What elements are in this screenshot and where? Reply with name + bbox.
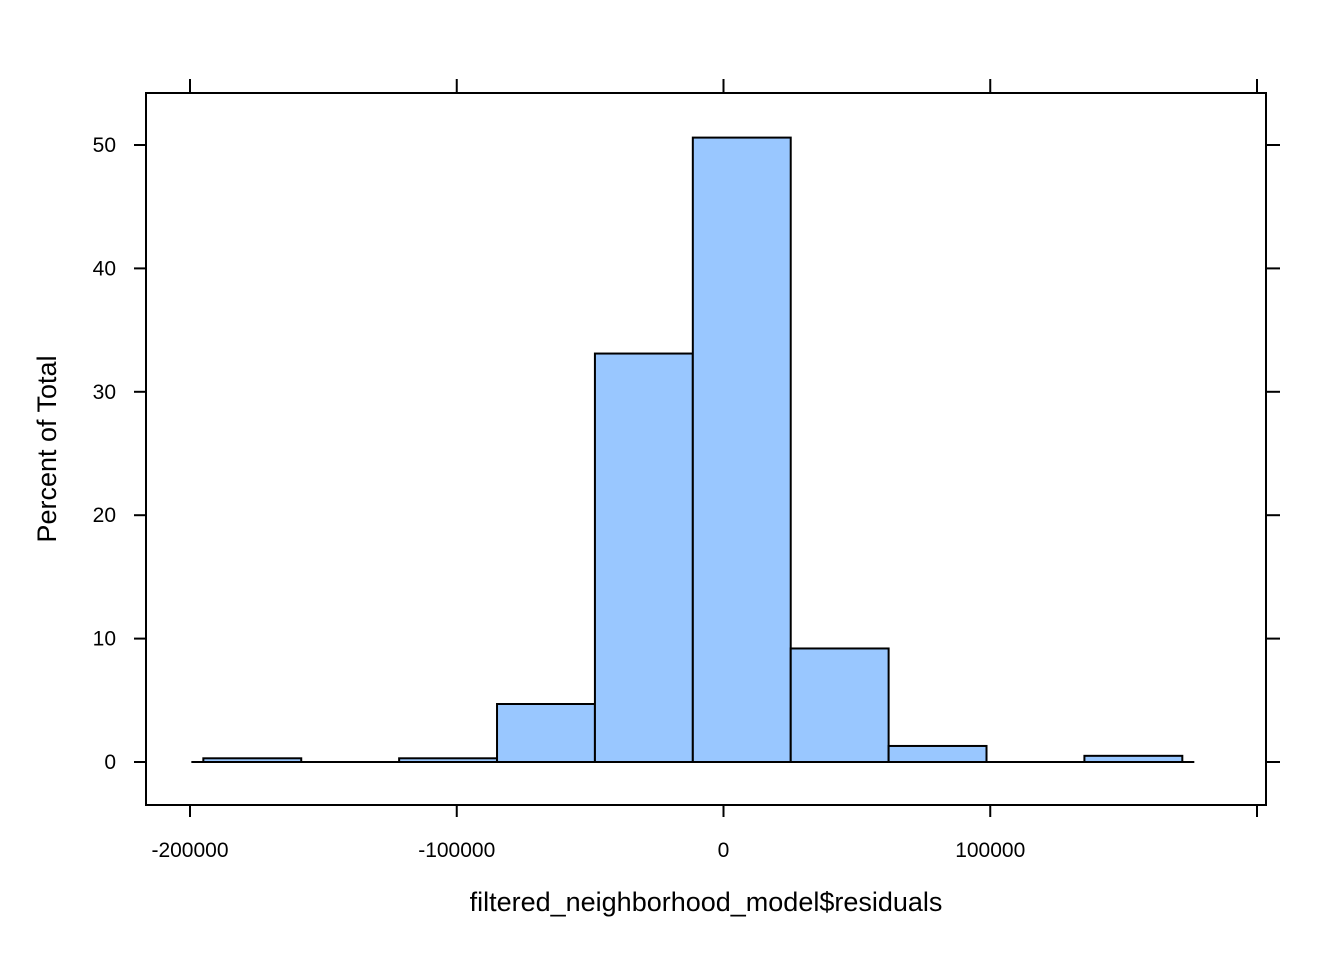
y-tick-label: 50 [93,134,116,157]
y-tick-label: 10 [93,628,116,651]
x-tick-label: -200000 [151,839,228,862]
y-tick-label: 0 [104,751,116,774]
x-tick-label: -100000 [418,839,495,862]
histogram-bar [593,352,694,763]
y-axis-label: Percent of Total [32,355,62,542]
histogram-bar [691,136,792,763]
y-tick-label: 20 [93,504,116,527]
y-axis-ticks: 0 10 20 30 40 50 [93,134,1280,774]
histogram-bar [496,703,596,764]
x-tick-label: 0 [718,839,730,862]
x-axis-ticks: -200000 -100000 0 100000 [151,79,1258,862]
y-tick-label: 30 [93,381,116,404]
plot-frame [145,92,1267,806]
histogram-bar [887,744,988,764]
x-axis-label: filtered_neighborhood_model$residuals [470,887,943,917]
y-tick-label: 40 [93,257,116,280]
bars-group [202,136,1184,764]
x-tick-label: 100000 [955,839,1025,862]
histogram-bar [789,647,890,763]
